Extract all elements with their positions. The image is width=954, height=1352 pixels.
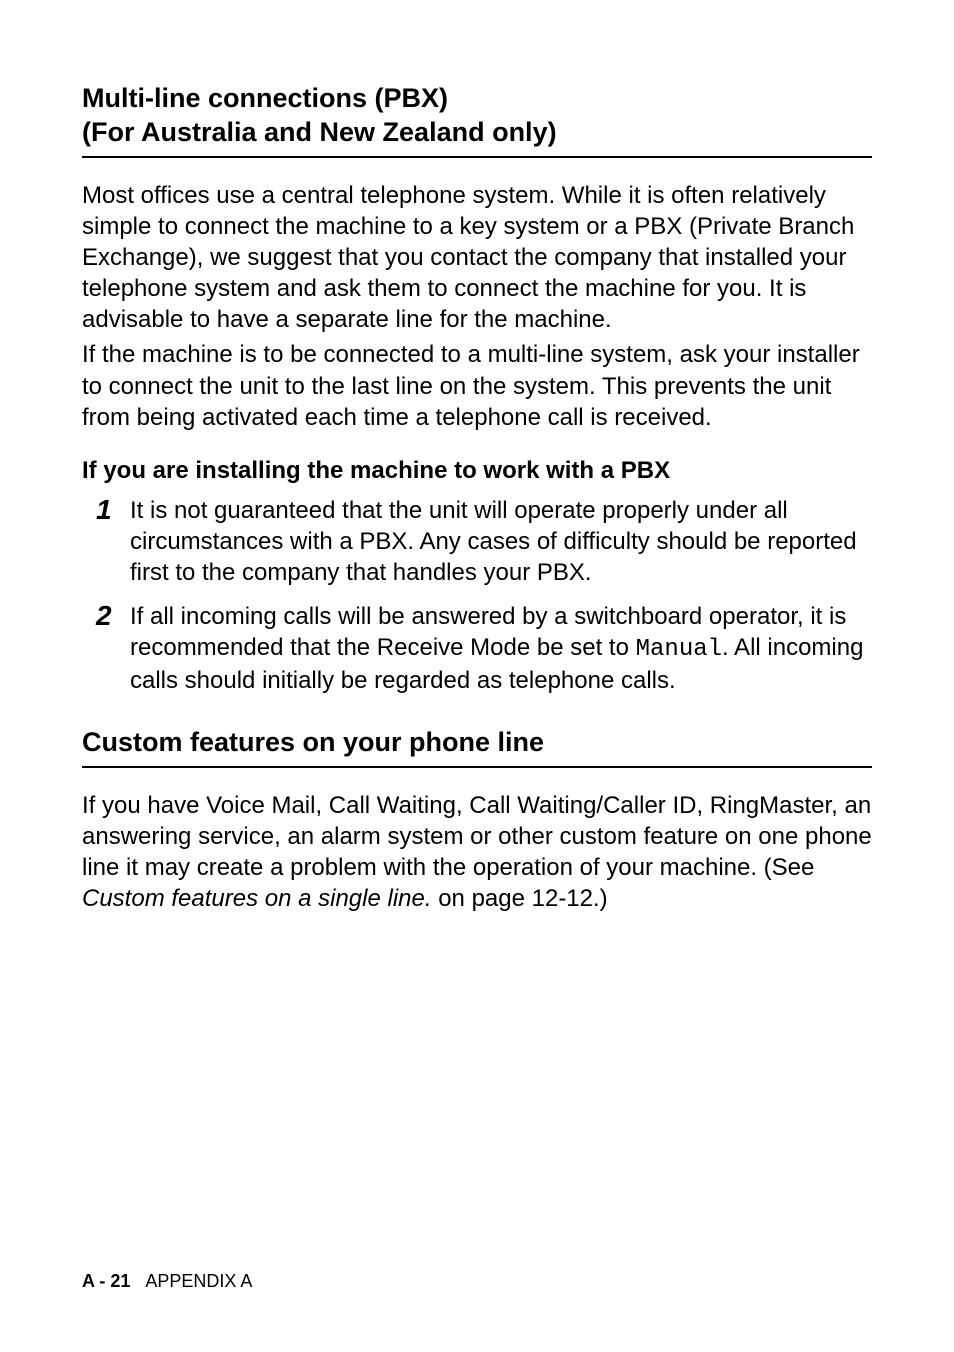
- heading-line-1: Multi-line connections (PBX): [82, 83, 448, 113]
- custom-para-a: If you have Voice Mail, Call Waiting, Ca…: [82, 792, 872, 881]
- pbx-para-1: Most offices use a central telephone sys…: [82, 180, 872, 336]
- pbx-install-list: 1 It is not guaranteed that the unit wil…: [82, 495, 872, 696]
- custom-para-b: on page 12-12.): [432, 885, 608, 912]
- custom-para-ref: Custom features on a single line.: [82, 885, 432, 912]
- page-footer: A - 21 APPENDIX A: [82, 1271, 252, 1292]
- section-heading-pbx: Multi-line connections (PBX) (For Austra…: [82, 82, 872, 158]
- footer-page-number: A - 21: [82, 1271, 130, 1291]
- pbx-para-2: If the machine is to be connected to a m…: [82, 339, 872, 433]
- list-item: 2 If all incoming calls will be answered…: [82, 601, 872, 697]
- custom-para: If you have Voice Mail, Call Waiting, Ca…: [82, 790, 872, 915]
- list-text-1: It is not guaranteed that the unit will …: [130, 495, 872, 589]
- list2-mono: Manual: [636, 636, 722, 663]
- list-number-2: 2: [82, 601, 130, 697]
- list-text-2: If all incoming calls will be answered b…: [130, 601, 872, 697]
- list-number-1: 1: [82, 495, 130, 589]
- pbx-subheading: If you are installing the machine to wor…: [82, 457, 872, 485]
- heading-line-2: (For Australia and New Zealand only): [82, 117, 557, 147]
- list-item: 1 It is not guaranteed that the unit wil…: [82, 495, 872, 589]
- section-heading-custom: Custom features on your phone line: [82, 726, 872, 768]
- footer-label: APPENDIX A: [145, 1271, 252, 1291]
